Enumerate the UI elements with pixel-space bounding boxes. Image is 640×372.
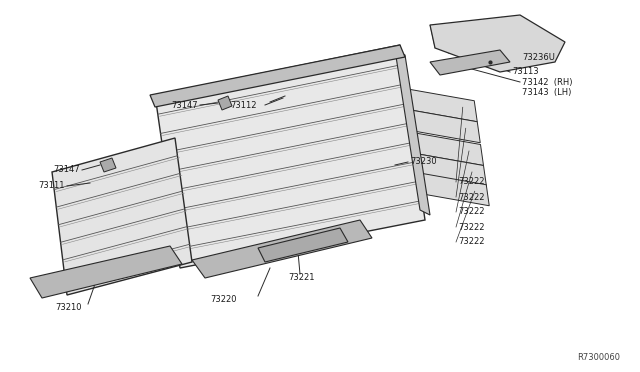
Text: 73147: 73147 <box>53 166 80 174</box>
Text: 73142  (RH): 73142 (RH) <box>522 77 573 87</box>
Text: R7300060: R7300060 <box>577 353 620 362</box>
Text: 73111: 73111 <box>38 182 65 190</box>
Text: 73113: 73113 <box>512 67 539 77</box>
Polygon shape <box>430 15 565 72</box>
Text: 73210: 73210 <box>55 304 81 312</box>
Text: 73221: 73221 <box>288 273 314 282</box>
Text: 73222: 73222 <box>458 177 484 186</box>
Text: 73143  (LH): 73143 (LH) <box>522 87 572 96</box>
Text: 73222: 73222 <box>458 192 484 202</box>
Polygon shape <box>218 96 232 110</box>
Text: 73112: 73112 <box>230 100 257 109</box>
Text: 73222: 73222 <box>458 237 484 247</box>
Polygon shape <box>430 50 510 75</box>
Polygon shape <box>150 45 405 107</box>
Polygon shape <box>409 110 480 143</box>
Polygon shape <box>413 132 483 166</box>
Polygon shape <box>395 50 430 215</box>
Text: 73222: 73222 <box>458 222 484 231</box>
Text: 73220: 73220 <box>210 295 237 305</box>
Polygon shape <box>419 173 489 206</box>
Polygon shape <box>52 138 192 295</box>
Text: 73222: 73222 <box>458 208 484 217</box>
Text: 73236U: 73236U <box>522 54 555 62</box>
Text: 73147: 73147 <box>172 100 198 109</box>
Polygon shape <box>192 220 372 278</box>
Polygon shape <box>258 228 348 262</box>
Polygon shape <box>415 154 486 186</box>
Polygon shape <box>100 158 116 172</box>
Polygon shape <box>30 246 182 298</box>
Polygon shape <box>406 89 477 122</box>
Text: 73230: 73230 <box>410 157 436 167</box>
Polygon shape <box>155 45 425 268</box>
